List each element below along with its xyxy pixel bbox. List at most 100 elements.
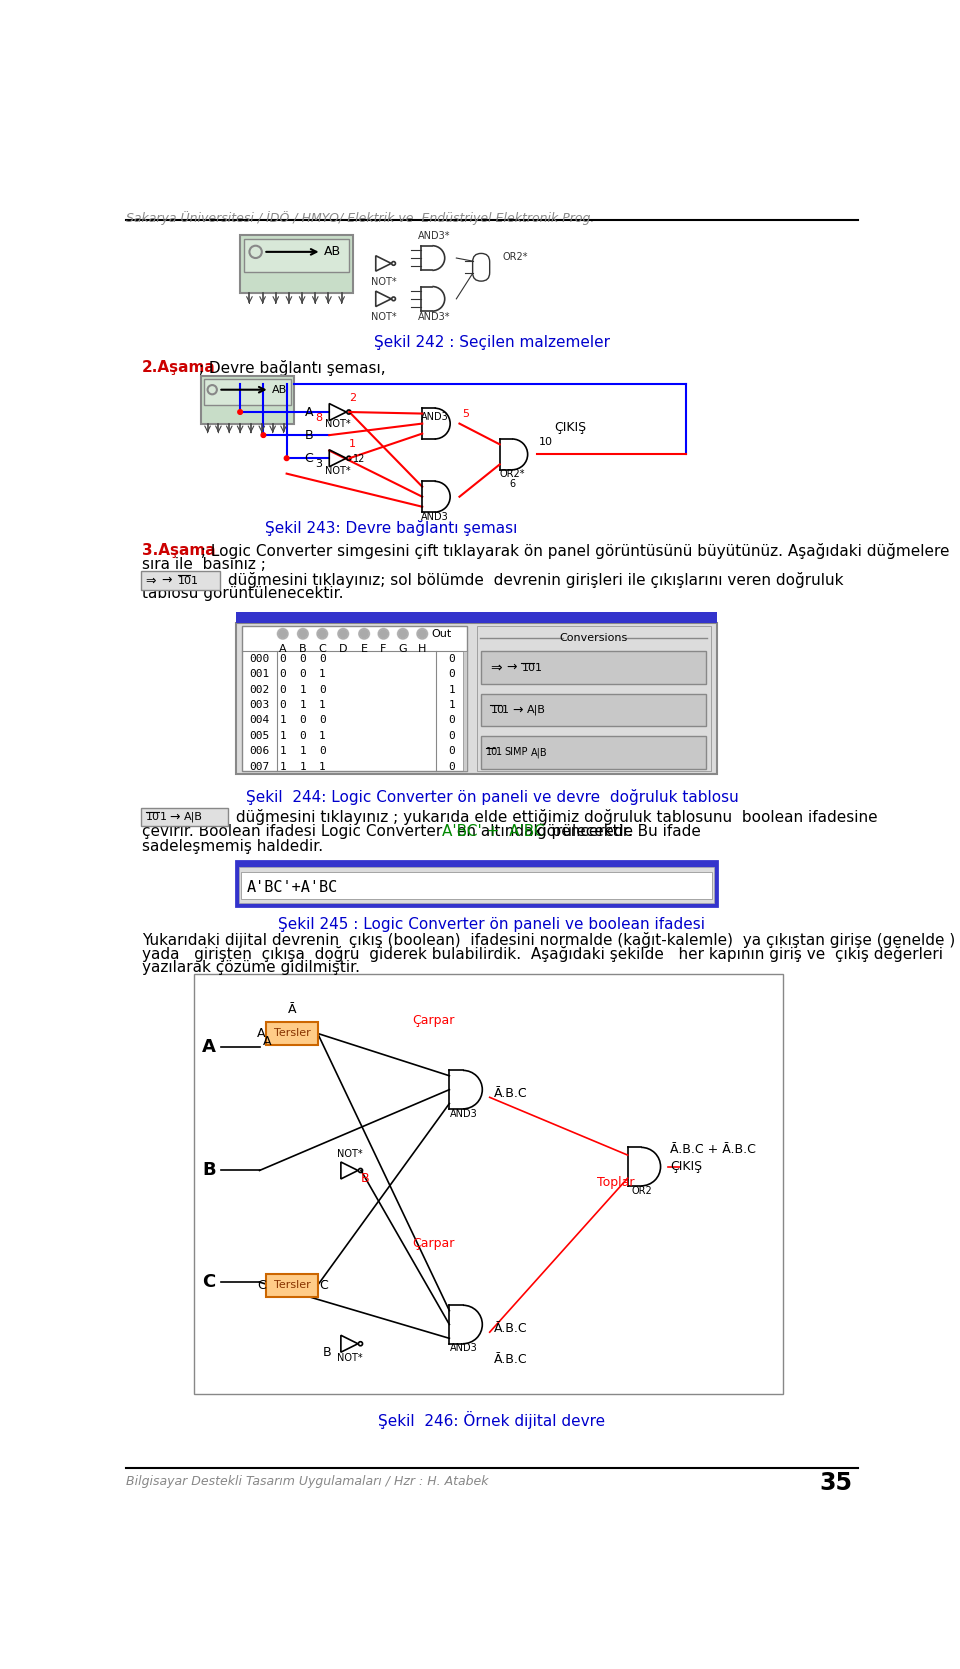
Text: 12: 12	[352, 454, 365, 464]
Text: 2.Aşama: 2.Aşama	[142, 361, 215, 374]
Text: 0: 0	[319, 716, 325, 726]
Text: 006: 006	[250, 746, 270, 756]
Text: E: E	[361, 644, 368, 654]
Text: B: B	[203, 1162, 216, 1180]
Text: A: A	[304, 406, 313, 419]
Text: 000: 000	[250, 654, 270, 664]
Text: 10: 10	[146, 813, 159, 823]
Text: OR2: OR2	[632, 1185, 652, 1195]
Text: 005: 005	[250, 731, 270, 741]
Text: 10: 10	[521, 663, 536, 673]
Text: 1: 1	[319, 731, 325, 741]
Text: 0: 0	[319, 746, 325, 756]
Text: A'BC'+A'BC: A'BC'+A'BC	[247, 880, 338, 895]
Text: görülecektir. Bu ifade: görülecektir. Bu ifade	[532, 824, 701, 840]
Text: Ā.B.C̄: Ā.B.C̄	[494, 1087, 528, 1100]
Text: 0: 0	[448, 731, 455, 741]
Text: A: A	[279, 644, 287, 654]
Text: 1: 1	[448, 684, 455, 694]
Text: AB: AB	[324, 245, 341, 259]
Circle shape	[339, 629, 348, 638]
Text: 1: 1	[279, 731, 286, 741]
Text: 0: 0	[448, 716, 455, 726]
Text: Çarpar: Çarpar	[413, 1015, 455, 1026]
Text: tablosu görüntülenecektir.: tablosu görüntülenecektir.	[142, 586, 344, 601]
Text: 1: 1	[319, 669, 325, 679]
Text: C: C	[203, 1273, 216, 1292]
Text: 0: 0	[448, 761, 455, 771]
Text: 0: 0	[448, 654, 455, 664]
Text: →: →	[170, 811, 180, 823]
Circle shape	[379, 629, 388, 638]
Circle shape	[360, 629, 368, 638]
Text: Bilgisayar Destekli Tasarım Uygulamaları / Hzr : H. Atabek: Bilgisayar Destekli Tasarım Uygulamaları…	[126, 1475, 489, 1487]
Text: 10: 10	[491, 704, 504, 714]
Text: ⇒: ⇒	[491, 661, 502, 674]
FancyBboxPatch shape	[463, 651, 468, 771]
Text: 0: 0	[319, 684, 325, 694]
Text: 0: 0	[319, 654, 325, 664]
Text: ÇIKIŞ: ÇIKIŞ	[670, 1160, 703, 1173]
Text: Ā: Ā	[288, 1003, 297, 1016]
Circle shape	[338, 629, 348, 639]
Text: B: B	[304, 429, 313, 442]
Text: A'BC' +  A'BC: A'BC' + A'BC	[443, 824, 545, 840]
Text: Conversions: Conversions	[560, 633, 628, 643]
Text: 0: 0	[300, 654, 306, 664]
Text: yada   girişten  çıkışa  doğru  giderek bulabilirdik.  Aşağıdaki şekilde   her k: yada girişten çıkışa doğru giderek bulab…	[142, 946, 943, 961]
Text: B: B	[323, 1345, 331, 1359]
Text: 5: 5	[463, 409, 469, 419]
Text: Ā.B.C: Ā.B.C	[494, 1322, 528, 1335]
Text: A: A	[257, 1026, 266, 1040]
Text: 1: 1	[502, 704, 509, 714]
Text: 1: 1	[190, 576, 198, 586]
Text: NOT*: NOT*	[337, 1352, 362, 1362]
Text: Tersler: Tersler	[274, 1280, 310, 1290]
Text: Tersler: Tersler	[274, 1028, 310, 1038]
Text: 1: 1	[279, 746, 286, 756]
FancyBboxPatch shape	[194, 975, 782, 1394]
Text: OR2*: OR2*	[502, 252, 528, 262]
Text: 1: 1	[319, 699, 325, 709]
Text: çevirir. Boolean ifadesi Logic Converter   en altındaki pencerede: çevirir. Boolean ifadesi Logic Converter…	[142, 824, 637, 840]
Text: 0: 0	[300, 731, 306, 741]
FancyBboxPatch shape	[267, 1021, 319, 1045]
Circle shape	[378, 629, 389, 639]
Text: B: B	[360, 1172, 369, 1185]
Text: 1: 1	[279, 716, 286, 726]
Text: düğmesini tıklayınız ; yukarıda elde ettiğimiz doğruluk tablosunu  boolean ifade: düğmesini tıklayınız ; yukarıda elde ett…	[230, 808, 877, 824]
Text: AND3: AND3	[420, 412, 448, 422]
Text: SIMP: SIMP	[504, 748, 528, 758]
Text: AB: AB	[272, 384, 287, 394]
Text: AND3*: AND3*	[419, 230, 451, 240]
Text: 3: 3	[315, 459, 322, 469]
Text: 6: 6	[509, 479, 516, 489]
Text: NOT*: NOT*	[337, 1148, 362, 1158]
FancyBboxPatch shape	[236, 861, 717, 906]
Text: 007: 007	[250, 761, 270, 771]
Text: ÇIKIŞ: ÇIKIŞ	[554, 421, 587, 434]
Text: 0: 0	[448, 669, 455, 679]
Text: 0: 0	[279, 699, 286, 709]
Text: →: →	[512, 704, 522, 716]
FancyBboxPatch shape	[240, 235, 352, 292]
Circle shape	[298, 629, 308, 639]
FancyBboxPatch shape	[241, 871, 712, 900]
Text: D: D	[339, 644, 348, 654]
Text: Şekil  244: Logic Converter ön paneli ve devre  doğruluk tablosu: Şekil 244: Logic Converter ön paneli ve …	[246, 789, 738, 806]
Text: 10: 10	[179, 576, 192, 586]
FancyBboxPatch shape	[481, 736, 706, 768]
Text: G: G	[398, 644, 407, 654]
Text: sıra ile  basınız ;: sıra ile basınız ;	[142, 557, 266, 572]
Text: 35: 35	[820, 1470, 852, 1495]
Text: 1: 1	[279, 761, 286, 771]
Text: 1: 1	[300, 684, 306, 694]
FancyBboxPatch shape	[481, 651, 706, 684]
Text: A|B: A|B	[531, 748, 547, 758]
Text: 002: 002	[250, 684, 270, 694]
Text: F: F	[380, 644, 387, 654]
Text: 001: 001	[250, 669, 270, 679]
Text: Sakarya Üniversitesi / İDÖ / HMYO/ Elektrik ve  Endüstriyel Elektronik Prog.: Sakarya Üniversitesi / İDÖ / HMYO/ Elekt…	[126, 210, 594, 225]
Text: Şekil 242 : Seçilen malzemeler: Şekil 242 : Seçilen malzemeler	[374, 335, 610, 350]
FancyBboxPatch shape	[243, 626, 468, 771]
